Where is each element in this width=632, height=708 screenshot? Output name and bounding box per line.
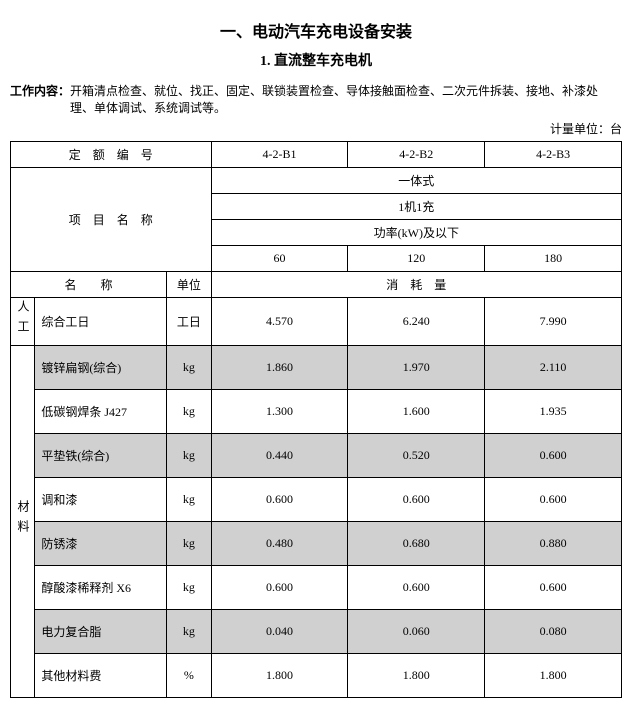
table-row: 人工 综合工日 工日 4.570 6.240 7.990 (11, 298, 622, 346)
row-name: 醇酸漆稀释剂 X6 (35, 566, 167, 610)
row-val: 0.480 (211, 522, 348, 566)
code-2: 4-2-B2 (348, 142, 485, 168)
row-unit: kg (167, 566, 212, 610)
work-content: 工作内容： 开箱清点检查、就位、找正、固定、联锁装置检查、导体接触面检查、二次元… (10, 82, 622, 116)
row-name: 低碳钢焊条 J427 (35, 390, 167, 434)
row-val: 1.800 (211, 654, 348, 698)
row-val: 0.060 (348, 610, 485, 654)
section-material: 材料 (11, 346, 35, 698)
row-val: 0.600 (348, 566, 485, 610)
unit-header: 单位 (167, 272, 212, 298)
code-1: 4-2-B1 (211, 142, 348, 168)
row-val: 7.990 (485, 298, 622, 346)
quota-table: 定 额 编 号 4-2-B1 4-2-B2 4-2-B3 项 目 名 称 一体式… (10, 141, 622, 698)
table-row: 平垫铁(综合) kg 0.440 0.520 0.600 (11, 434, 622, 478)
header-row-consume: 名 称 单位 消 耗 量 (11, 272, 622, 298)
header-row-codes: 定 额 编 号 4-2-B1 4-2-B2 4-2-B3 (11, 142, 622, 168)
row-val: 2.110 (485, 346, 622, 390)
row-val: 6.240 (348, 298, 485, 346)
row-unit: kg (167, 390, 212, 434)
row-unit: kg (167, 610, 212, 654)
row-val: 1.935 (485, 390, 622, 434)
row-val: 0.680 (348, 522, 485, 566)
row-val: 1.970 (348, 346, 485, 390)
row-val: 0.520 (348, 434, 485, 478)
power-3: 180 (485, 246, 622, 272)
row-val: 0.600 (485, 434, 622, 478)
section-labor: 人工 (11, 298, 35, 346)
work-content-text: 开箱清点检查、就位、找正、固定、联锁装置检查、导体接触面检查、二次元件拆装、接地… (70, 82, 622, 116)
header-row-form: 项 目 名 称 一体式 (11, 168, 622, 194)
row-unit: 工日 (167, 298, 212, 346)
power-2: 120 (348, 246, 485, 272)
row-val: 4.570 (211, 298, 348, 346)
row-val: 0.600 (211, 566, 348, 610)
row-val: 1.300 (211, 390, 348, 434)
project-name-header: 项 目 名 称 (11, 168, 212, 272)
row-val: 0.600 (485, 566, 622, 610)
table-row: 其他材料费 % 1.800 1.800 1.800 (11, 654, 622, 698)
table-row: 醇酸漆稀释剂 X6 kg 0.600 0.600 0.600 (11, 566, 622, 610)
row-unit: % (167, 654, 212, 698)
row-val: 1.860 (211, 346, 348, 390)
table-row: 材料 镀锌扁钢(综合) kg 1.860 1.970 2.110 (11, 346, 622, 390)
table-row: 防锈漆 kg 0.480 0.680 0.880 (11, 522, 622, 566)
row-val: 1.800 (348, 654, 485, 698)
row-unit: kg (167, 434, 212, 478)
measure-unit: 计量单位：台 (10, 120, 622, 137)
row-unit: kg (167, 478, 212, 522)
machine-type: 1机1充 (211, 194, 621, 220)
code-3: 4-2-B3 (485, 142, 622, 168)
name-header: 名 称 (11, 272, 167, 298)
row-name: 防锈漆 (35, 522, 167, 566)
row-val: 0.600 (211, 478, 348, 522)
consume-header: 消 耗 量 (211, 272, 621, 298)
table-row: 低碳钢焊条 J427 kg 1.300 1.600 1.935 (11, 390, 622, 434)
title-main: 一、电动汽车充电设备安装 (10, 18, 622, 42)
work-content-label: 工作内容： (10, 82, 70, 116)
row-unit: kg (167, 346, 212, 390)
row-val: 0.880 (485, 522, 622, 566)
row-name: 电力复合脂 (35, 610, 167, 654)
table-row: 电力复合脂 kg 0.040 0.060 0.080 (11, 610, 622, 654)
row-val: 0.080 (485, 610, 622, 654)
quota-number-header: 定 额 编 号 (11, 142, 212, 168)
row-name: 其他材料费 (35, 654, 167, 698)
table-row: 调和漆 kg 0.600 0.600 0.600 (11, 478, 622, 522)
power-label: 功率(kW)及以下 (211, 220, 621, 246)
row-val: 0.600 (348, 478, 485, 522)
title-sub: 1. 直流整车充电机 (10, 50, 622, 70)
row-name: 调和漆 (35, 478, 167, 522)
row-val: 0.600 (485, 478, 622, 522)
power-1: 60 (211, 246, 348, 272)
row-name: 平垫铁(综合) (35, 434, 167, 478)
row-val: 0.040 (211, 610, 348, 654)
row-name: 综合工日 (35, 298, 167, 346)
row-val: 0.440 (211, 434, 348, 478)
form-type: 一体式 (211, 168, 621, 194)
row-val: 1.600 (348, 390, 485, 434)
row-unit: kg (167, 522, 212, 566)
row-val: 1.800 (485, 654, 622, 698)
row-name: 镀锌扁钢(综合) (35, 346, 167, 390)
